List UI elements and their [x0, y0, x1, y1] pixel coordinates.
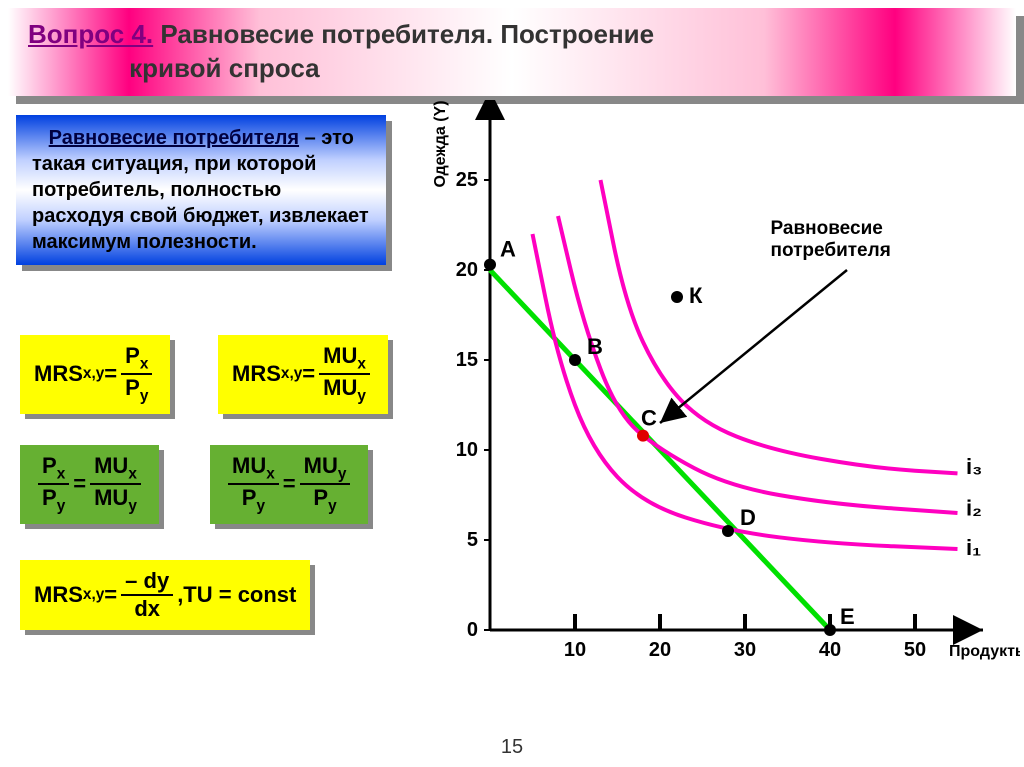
- formula: MRSx,y = PxPy: [20, 335, 170, 414]
- title-line1: Равновесие потребителя. Построение: [153, 19, 654, 49]
- svg-text:Равновесие: Равновесие: [771, 218, 883, 239]
- title-prefix: Вопрос 4.: [28, 19, 153, 49]
- svg-text:i₂: i₂: [966, 495, 982, 520]
- svg-text:потребителя: потребителя: [771, 240, 891, 261]
- svg-text:5: 5: [467, 529, 478, 551]
- svg-text:40: 40: [819, 639, 841, 661]
- svg-text:50: 50: [904, 639, 926, 661]
- svg-text:10: 10: [564, 639, 586, 661]
- svg-text:i₃: i₃: [966, 454, 982, 479]
- formula: PxPy = MUxMUy: [20, 445, 159, 524]
- svg-text:20: 20: [456, 259, 478, 281]
- svg-text:20: 20: [649, 639, 671, 661]
- svg-text:E: E: [840, 604, 855, 629]
- svg-text:30: 30: [734, 639, 756, 661]
- title-bar: Вопрос 4. Равновесие потребителя. Постро…: [8, 8, 1016, 96]
- formula: MUxPy = MUyPy: [210, 445, 368, 524]
- svg-text:C: C: [641, 406, 657, 431]
- svg-text:D: D: [740, 505, 756, 530]
- svg-text:Продукты (X): Продукты (X): [949, 643, 1020, 660]
- definition-term: Равновесие потребителя: [49, 127, 299, 149]
- formula: MRSx,y = – dydx,TU = const: [20, 560, 310, 630]
- svg-text:К: К: [689, 283, 703, 308]
- title-line2: кривой спроса: [129, 53, 319, 83]
- definition-box: Равновесие потребителя – это такая ситуа…: [16, 115, 386, 265]
- page-number: 15: [0, 736, 1024, 759]
- svg-text:0: 0: [467, 619, 478, 641]
- svg-text:A: A: [500, 237, 516, 262]
- svg-text:B: B: [587, 334, 603, 359]
- svg-text:10: 10: [456, 439, 478, 461]
- chart: 0 5 10 15 20 25 10 20 30 40 50 Одежда (Y) Продукты (…: [420, 100, 1020, 720]
- svg-text:i₁: i₁: [966, 535, 981, 560]
- svg-text:25: 25: [456, 169, 478, 191]
- formula: MRSx,y = MUxMUy: [218, 335, 388, 414]
- svg-text:15: 15: [456, 349, 478, 371]
- svg-text:Одежда (Y): Одежда (Y): [432, 100, 449, 187]
